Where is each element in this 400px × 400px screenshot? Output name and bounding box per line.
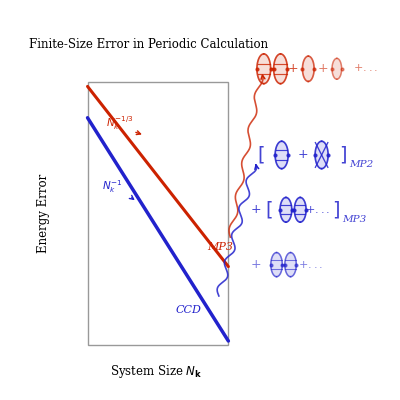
Text: MP2: MP2 bbox=[349, 160, 373, 169]
Polygon shape bbox=[302, 56, 314, 82]
Text: +: + bbox=[288, 62, 298, 75]
Text: $N_k^{-1}$: $N_k^{-1}$ bbox=[102, 178, 122, 195]
Text: Finite-Size Error in Periodic Calculation: Finite-Size Error in Periodic Calculatio… bbox=[29, 38, 268, 51]
Text: $+ ...$: $+ ...$ bbox=[353, 62, 378, 73]
Polygon shape bbox=[294, 198, 306, 222]
Polygon shape bbox=[285, 252, 296, 277]
Text: +: + bbox=[297, 148, 308, 162]
Polygon shape bbox=[315, 141, 328, 169]
Text: +: + bbox=[318, 62, 328, 75]
Text: $]$: $]$ bbox=[339, 144, 346, 166]
Text: MP3: MP3 bbox=[342, 215, 367, 224]
Polygon shape bbox=[271, 252, 282, 277]
Text: MP3: MP3 bbox=[208, 242, 234, 252]
Text: +: + bbox=[250, 203, 261, 216]
Text: $+ ...$: $+ ...$ bbox=[305, 204, 330, 215]
Polygon shape bbox=[332, 58, 342, 79]
Text: +: + bbox=[250, 258, 261, 271]
Polygon shape bbox=[275, 141, 288, 169]
Bar bbox=[88, 82, 228, 345]
Polygon shape bbox=[257, 54, 271, 84]
Text: System Size $N_\mathbf{k}$: System Size $N_\mathbf{k}$ bbox=[110, 363, 202, 380]
Polygon shape bbox=[274, 54, 287, 84]
Text: $+ ...$: $+ ...$ bbox=[298, 259, 323, 270]
Text: $]$: $]$ bbox=[332, 199, 340, 220]
Text: $[$: $[$ bbox=[257, 144, 264, 166]
Text: $[$: $[$ bbox=[265, 199, 273, 220]
Text: Energy Error: Energy Error bbox=[37, 174, 50, 253]
Text: $N_k^{-1/3}$: $N_k^{-1/3}$ bbox=[106, 115, 134, 132]
Text: CCD: CCD bbox=[175, 305, 201, 315]
Polygon shape bbox=[280, 198, 292, 222]
